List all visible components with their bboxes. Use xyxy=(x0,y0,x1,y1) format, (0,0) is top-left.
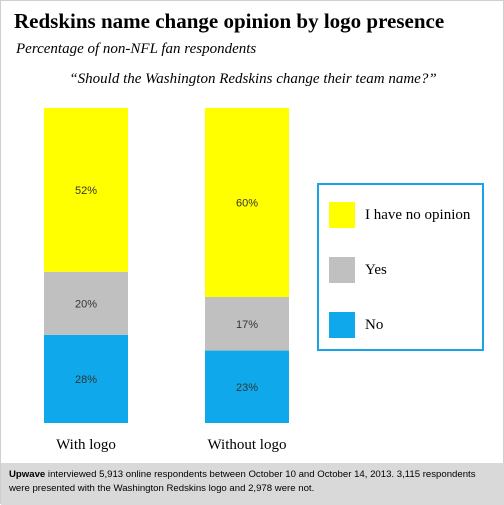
legend-item-yes: Yes xyxy=(329,257,387,283)
data-label-with-logo-i-have-no-opinion: 52% xyxy=(75,185,97,197)
data-label-without-logo-i-have-no-opinion: 60% xyxy=(236,198,258,210)
data-label-with-logo-no: 28% xyxy=(75,374,97,386)
bar-with-logo-yes xyxy=(44,271,128,335)
legend-swatch-no xyxy=(329,312,355,338)
chart-legend: I have no opinion Yes No xyxy=(317,183,484,351)
data-label-with-logo-yes: 20% xyxy=(75,298,97,310)
bar-with-logo-i-have-no-opinion xyxy=(44,108,128,272)
legend-item-i-have-no-opinion: I have no opinion xyxy=(329,202,470,228)
legend-swatch-i-have-no-opinion xyxy=(329,202,355,228)
bar-without-logo-i-have-no-opinion xyxy=(205,108,289,297)
chart-subtitle: Percentage of non-NFL fan respondents xyxy=(16,41,257,57)
chart-title: Redskins name change opinion by logo pre… xyxy=(14,9,445,33)
bar-without-logo-no xyxy=(205,350,289,423)
bar-without-logo-yes xyxy=(205,297,289,351)
footer-brand: Upwave xyxy=(9,469,46,480)
stacked-bar-chart: 28% 20% 52% With logo 23% 17% 60% Without logo xyxy=(44,108,289,453)
legend-label-no: No xyxy=(365,316,384,333)
legend-label-yes: Yes xyxy=(365,261,387,278)
legend-item-no: No xyxy=(329,312,383,338)
legend-label-i-have-no-opinion: I have no opinion xyxy=(365,206,471,223)
footer-text: interviewed 5,913 online respondents bet… xyxy=(9,469,476,494)
data-label-without-logo-no: 23% xyxy=(236,382,258,394)
category-label-with-logo: With logo xyxy=(56,437,116,453)
category-label-without-logo: Without logo xyxy=(208,437,287,453)
legend-swatch-yes xyxy=(329,257,355,283)
survey-question: “Should the Washington Redskins change t… xyxy=(69,71,437,87)
footer-note: Upwave interviewed 5,913 online responde… xyxy=(1,463,504,505)
bar-with-logo-no xyxy=(44,334,128,423)
data-label-without-logo-yes: 17% xyxy=(236,319,258,331)
